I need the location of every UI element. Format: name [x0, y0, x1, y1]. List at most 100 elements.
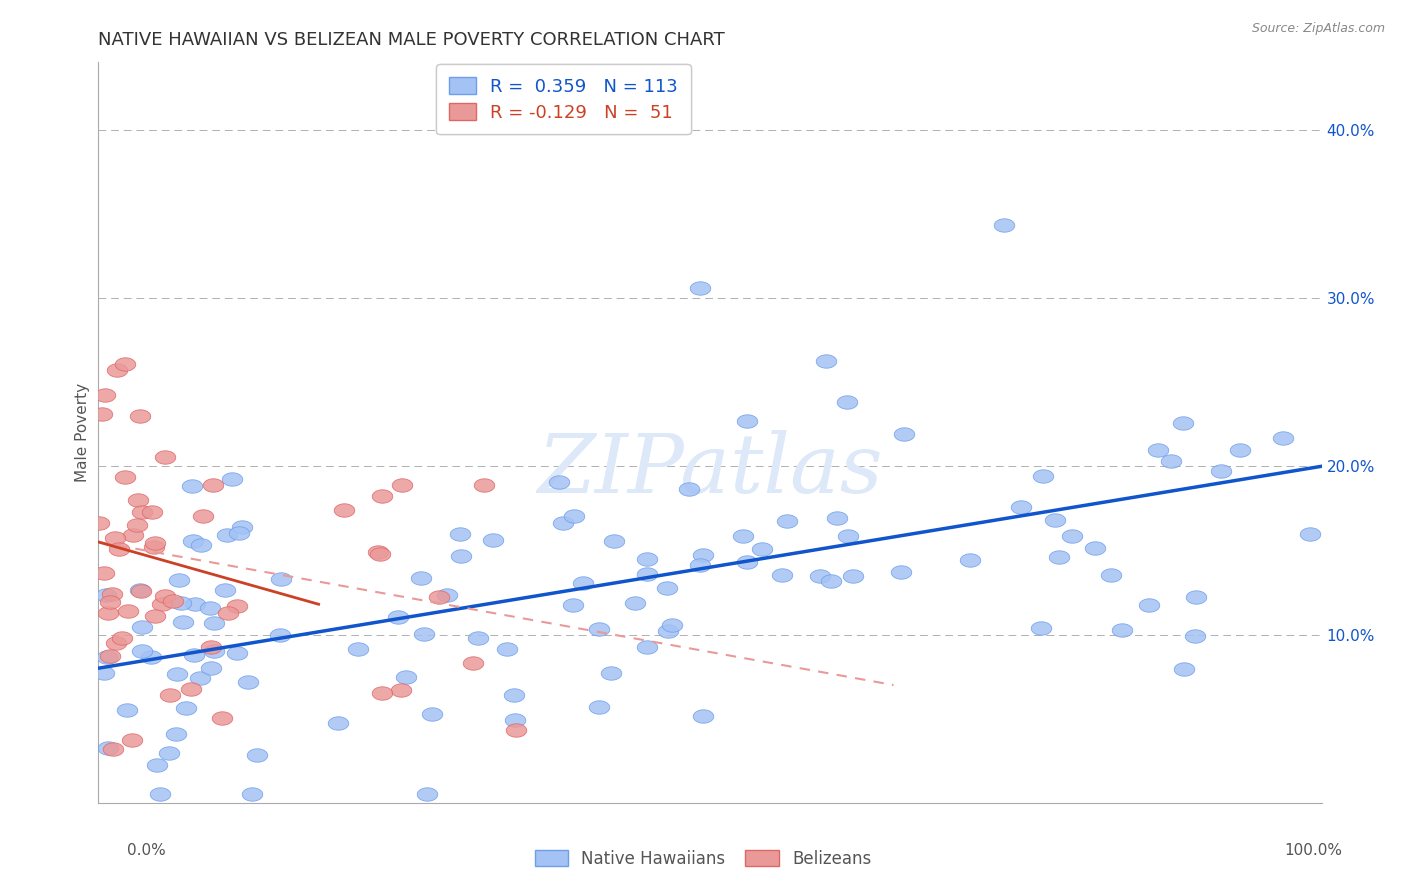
Point — [371, 686, 394, 700]
Point — [97, 606, 120, 620]
Point — [157, 746, 180, 760]
Point — [150, 597, 173, 611]
Point — [347, 641, 370, 656]
Point — [202, 644, 225, 658]
Point — [835, 395, 858, 409]
Point — [564, 509, 586, 524]
Point — [190, 538, 212, 552]
Point — [94, 588, 117, 602]
Point — [231, 519, 253, 533]
Point — [735, 414, 758, 428]
Point — [1147, 443, 1170, 458]
Point — [114, 357, 136, 371]
Text: 0.0%: 0.0% — [127, 843, 166, 858]
Point — [449, 527, 471, 541]
Point — [547, 475, 569, 489]
Point — [600, 666, 623, 681]
Point — [1032, 469, 1054, 483]
Point — [236, 675, 259, 690]
Point — [104, 531, 127, 545]
Text: NATIVE HAWAIIAN VS BELIZEAN MALE POVERTY CORRELATION CHART: NATIVE HAWAIIAN VS BELIZEAN MALE POVERTY… — [98, 31, 725, 49]
Point — [572, 576, 595, 591]
Point — [180, 681, 202, 696]
Point — [562, 598, 585, 612]
Point — [97, 741, 120, 756]
Point — [105, 363, 128, 377]
Point — [893, 426, 915, 441]
Point — [143, 608, 166, 623]
Point — [145, 535, 167, 549]
Point — [103, 741, 125, 756]
Point — [482, 533, 505, 547]
Point — [959, 552, 981, 566]
Point — [1184, 629, 1206, 643]
Point — [127, 492, 149, 507]
Point — [751, 541, 773, 556]
Point — [1099, 568, 1122, 582]
Point — [450, 549, 472, 564]
Point — [141, 505, 163, 519]
Point — [193, 509, 215, 524]
Point — [200, 661, 222, 675]
Point — [87, 516, 110, 530]
Point — [131, 505, 153, 519]
Point — [96, 649, 118, 664]
Point — [770, 568, 793, 582]
Point — [776, 514, 799, 528]
Point — [588, 622, 610, 636]
Point — [200, 640, 222, 655]
Point — [139, 650, 162, 665]
Point — [689, 558, 711, 572]
Point — [172, 615, 194, 629]
Point — [735, 555, 758, 569]
Point — [389, 682, 412, 697]
Y-axis label: Male Poverty: Male Poverty — [75, 383, 90, 483]
Point — [461, 656, 484, 670]
Point — [145, 757, 167, 772]
Text: ZIPatlas: ZIPatlas — [537, 430, 883, 509]
Point — [202, 616, 225, 631]
Point — [1229, 442, 1251, 457]
Point — [125, 518, 148, 533]
Text: Source: ZipAtlas.com: Source: ZipAtlas.com — [1251, 22, 1385, 36]
Point — [129, 583, 152, 598]
Point — [395, 670, 418, 684]
Point — [1160, 454, 1182, 468]
Point — [170, 596, 193, 610]
Point — [228, 525, 250, 540]
Point — [169, 573, 191, 587]
Point — [837, 528, 859, 542]
Point — [496, 641, 519, 656]
Point — [427, 590, 450, 604]
Point — [117, 604, 139, 618]
Point — [808, 569, 831, 583]
Point — [1137, 598, 1160, 612]
Point — [411, 571, 433, 585]
Point — [149, 788, 172, 802]
Point — [689, 281, 711, 295]
Point — [165, 727, 187, 741]
Point — [1173, 662, 1195, 676]
Legend: Native Hawaiians, Belizeans: Native Hawaiians, Belizeans — [529, 844, 877, 875]
Point — [1299, 527, 1322, 541]
Point — [413, 627, 436, 641]
Point — [420, 706, 443, 721]
Point — [188, 671, 211, 685]
Point — [131, 644, 153, 658]
Legend: R =  0.359   N = 113, R = -0.129   N =  51: R = 0.359 N = 113, R = -0.129 N = 51 — [436, 64, 690, 134]
Point — [367, 545, 389, 559]
Point — [467, 632, 489, 646]
Point — [636, 551, 658, 566]
Point — [114, 469, 136, 483]
Point — [387, 610, 409, 624]
Point — [825, 511, 848, 525]
Point — [174, 701, 197, 715]
Point — [623, 595, 645, 609]
Point — [93, 566, 115, 580]
Point — [993, 218, 1015, 232]
Point — [692, 548, 714, 562]
Point — [91, 407, 114, 421]
Text: 100.0%: 100.0% — [1285, 843, 1343, 858]
Point — [217, 606, 239, 620]
Point — [225, 599, 247, 613]
